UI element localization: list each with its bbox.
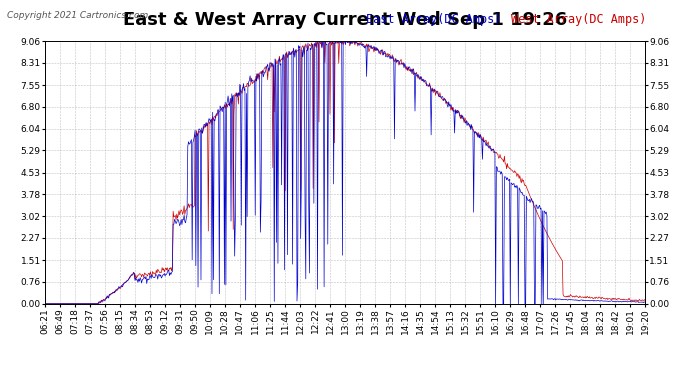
Text: West Array(DC Amps): West Array(DC Amps) [511, 13, 646, 26]
Text: Copyright 2021 Cartronics.com: Copyright 2021 Cartronics.com [7, 11, 148, 20]
Text: East Array(DC Amps): East Array(DC Amps) [366, 13, 501, 26]
Text: East & West Array Current Wed Sep 1 19:26: East & West Array Current Wed Sep 1 19:2… [123, 11, 567, 29]
